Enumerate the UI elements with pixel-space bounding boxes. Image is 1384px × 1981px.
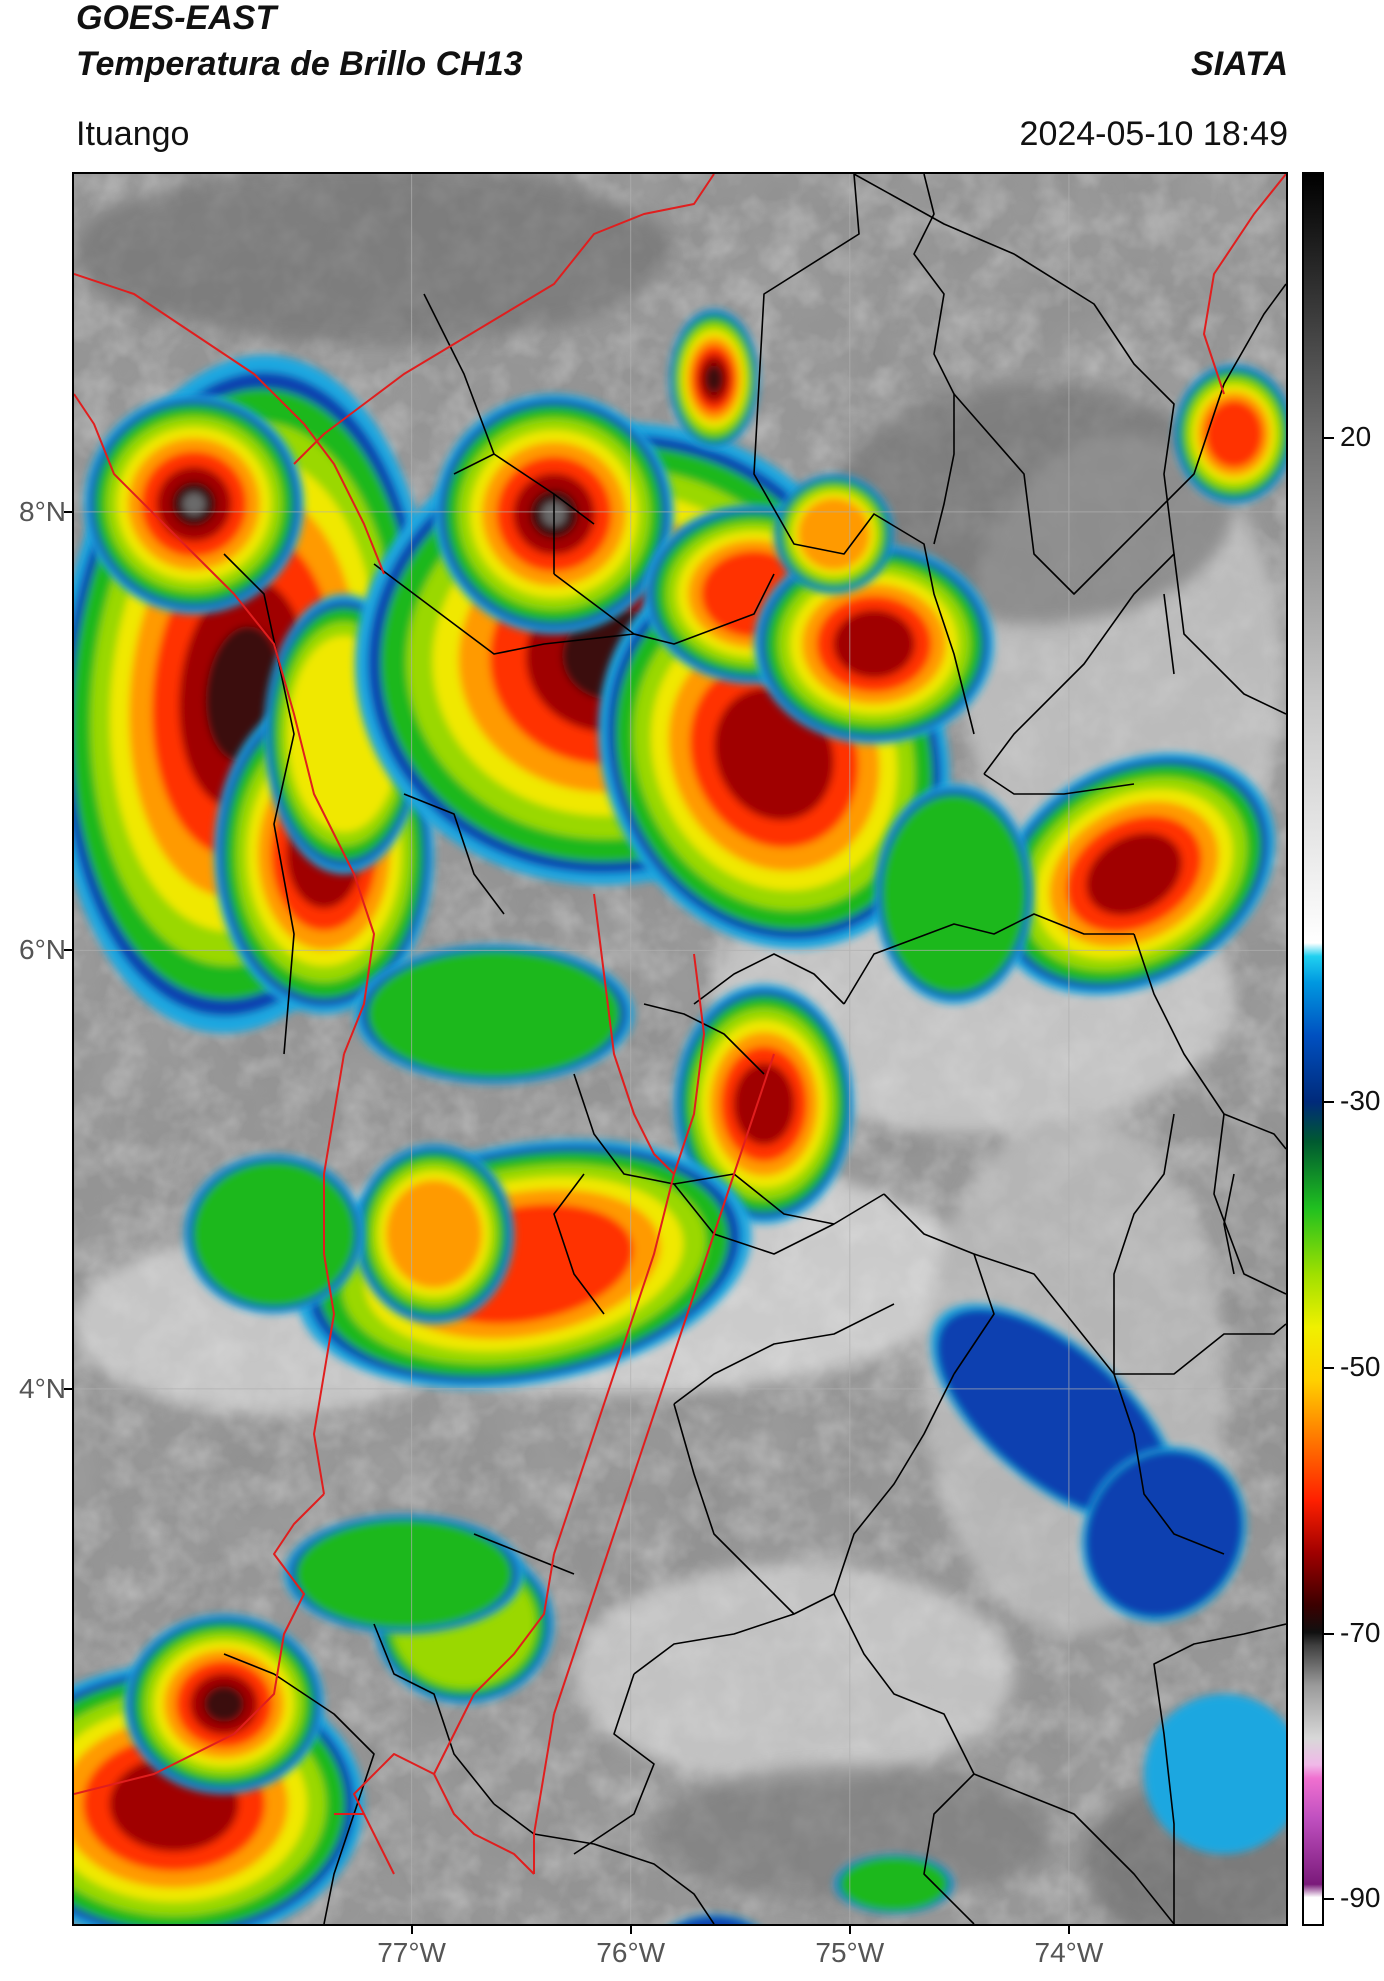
datetime-label: 2024-05-10 18:49 <box>1019 115 1288 153</box>
colorbar-tick-mark <box>1324 1101 1334 1104</box>
storm-cell <box>674 984 854 1224</box>
product-subtitle: Temperatura de Brillo CH13 <box>76 45 523 83</box>
lon-tick-mark <box>629 1926 632 1934</box>
lat-tick-mark <box>64 949 72 952</box>
product-title: GOES-EAST <box>76 0 277 37</box>
colorbar-tick-label: -90 <box>1340 1882 1381 1914</box>
lat-tick-mark <box>64 510 72 513</box>
lon-tick-mark <box>1067 1926 1070 1934</box>
storm-cell <box>674 1914 754 1924</box>
storm-cell <box>284 1514 524 1634</box>
storm-cell <box>354 1144 514 1324</box>
storm-cell <box>1081 1446 1247 1622</box>
storm-cell <box>669 309 759 449</box>
lon-tick-mark <box>848 1926 851 1934</box>
brand-label: SIATA <box>1191 45 1288 83</box>
colorbar <box>1302 172 1324 1926</box>
storm-cell <box>834 1854 954 1914</box>
lat-tick-label: 8°N <box>19 495 66 527</box>
storm-cell <box>754 544 994 744</box>
lat-tick-mark <box>64 1387 72 1390</box>
lat-tick-label: 4°N <box>19 1372 66 1404</box>
colorbar-tick-mark <box>1324 1898 1334 1901</box>
colorbar-tick-mark <box>1324 1632 1334 1635</box>
colorbar-tick-label: -50 <box>1340 1350 1381 1382</box>
convective-cells <box>74 309 1286 1924</box>
colorbar-gradient <box>1304 174 1322 1924</box>
lon-tick-mark <box>410 1926 413 1934</box>
storm-cell <box>1174 364 1286 504</box>
colorbar-tick-label: -70 <box>1340 1616 1381 1648</box>
satellite-map[interactable] <box>72 172 1288 1926</box>
lon-tick-label: 76°W <box>596 1937 666 1968</box>
colorbar-tick-mark <box>1324 1366 1334 1369</box>
storm-cell <box>84 394 304 614</box>
storm-cell <box>354 944 634 1084</box>
storm-cell <box>774 474 894 594</box>
lon-tick-label: 75°W <box>815 1937 885 1968</box>
storm-cell <box>184 1154 364 1314</box>
national-borders <box>74 174 1286 1875</box>
map-canvas <box>74 174 1286 1924</box>
storm-cell <box>874 784 1034 1004</box>
graticule <box>74 174 1286 1924</box>
colorbar-tick-label: -30 <box>1340 1085 1381 1117</box>
lon-tick-label: 74°W <box>1034 1937 1104 1968</box>
lat-tick-label: 6°N <box>19 934 66 966</box>
storm-cell <box>1144 1694 1286 1854</box>
lon-tick-label: 77°W <box>377 1937 446 1968</box>
regional-borders <box>223 174 1286 1924</box>
colorbar-tick-mark <box>1324 436 1334 439</box>
location-label: Ituango <box>76 115 190 153</box>
storm-cell <box>124 1614 324 1794</box>
colorbar-tick-label: 20 <box>1340 420 1372 452</box>
